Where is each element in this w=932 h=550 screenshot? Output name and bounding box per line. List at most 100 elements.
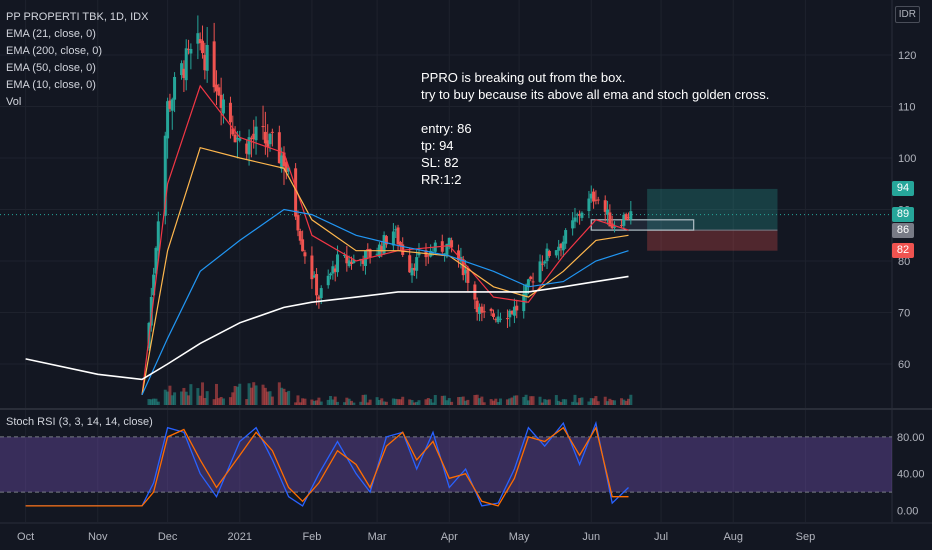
ema21-line	[141, 146, 629, 396]
volume-bar	[571, 401, 575, 405]
volume-bar	[524, 394, 528, 405]
candle-body	[268, 133, 272, 145]
candle-body	[610, 223, 614, 229]
volume-bar	[433, 395, 437, 405]
candle-body	[219, 94, 223, 108]
candle-body	[296, 215, 300, 231]
candle-body	[515, 305, 519, 311]
stoch-k-line	[25, 420, 629, 507]
volume-bar	[447, 398, 451, 405]
candle-body	[575, 214, 579, 216]
candle-body	[228, 102, 232, 123]
note-line: RR:1:2	[421, 172, 462, 187]
volume-bar	[426, 398, 430, 405]
volume-bar	[235, 386, 239, 405]
volume-bar	[557, 400, 561, 405]
candle-body	[270, 131, 274, 133]
stoch-rsi-label[interactable]: Stoch RSI (3, 3, 14, 14, close)	[6, 416, 153, 428]
ema50-line	[141, 208, 629, 396]
volume-bar	[221, 398, 225, 405]
x-tick-label: May	[509, 531, 530, 543]
indicator-vol-label[interactable]: Vol	[6, 96, 22, 108]
volume-bar	[505, 399, 509, 405]
candle-body	[394, 229, 398, 231]
indicator-ema21-label[interactable]: EMA (21, close, 0)	[6, 28, 96, 40]
currency-badge[interactable]: IDR	[894, 6, 920, 23]
volume-bar	[450, 401, 454, 405]
stoch-band-fill	[0, 436, 892, 493]
volume-bar	[620, 398, 624, 405]
volume-bar	[608, 398, 612, 405]
volume-bar	[559, 402, 563, 405]
candle-body	[529, 276, 533, 280]
volume-bar	[401, 396, 405, 405]
price-tag-last: 89	[892, 207, 914, 223]
volume-bar	[412, 402, 416, 405]
volume-bar	[459, 396, 463, 405]
volume-bar	[575, 402, 579, 405]
candle-body	[156, 221, 160, 251]
volume-bar	[233, 385, 237, 405]
note-line: try to buy because its above all ema and…	[421, 87, 770, 102]
candle-body	[561, 241, 565, 251]
volume-bar	[268, 391, 272, 405]
volume-bar	[182, 387, 186, 405]
volume-bar	[163, 389, 167, 405]
volume-bar	[482, 402, 486, 405]
candle-body	[608, 212, 612, 227]
candle-body	[310, 255, 314, 280]
volume-bar	[228, 397, 232, 405]
volume-bar	[287, 390, 291, 405]
volume-bar	[445, 400, 449, 405]
candle-body	[277, 132, 281, 164]
indicator-ema50-label[interactable]: EMA (50, close, 0)	[6, 62, 96, 74]
volume-bar	[398, 399, 402, 405]
volume-bar	[429, 399, 433, 405]
x-tick-label: Apr	[441, 531, 458, 543]
volume-bar	[603, 396, 607, 405]
candle-body	[361, 260, 365, 264]
price-tag-sl: 82	[892, 243, 914, 259]
volume-bar	[363, 394, 367, 405]
note-line: tp: 94	[421, 138, 454, 153]
candle-body	[603, 200, 607, 212]
candle-body	[592, 191, 596, 202]
candle-body	[245, 143, 249, 154]
volume-bar	[252, 382, 256, 405]
volume-bar	[366, 402, 370, 405]
volume-bar	[394, 398, 398, 405]
indicator-ema200-label[interactable]: EMA (200, close, 0)	[6, 45, 102, 57]
indicator-ema10-label[interactable]: EMA (10, close, 0)	[6, 79, 96, 91]
volume-bar	[384, 401, 388, 405]
volume-bar	[156, 401, 160, 405]
volume-bar	[554, 395, 558, 405]
candle-body	[201, 40, 205, 54]
y-tick-label: 60	[898, 359, 910, 371]
candle-body	[396, 227, 400, 245]
volume-bar	[205, 391, 209, 405]
candle-body	[627, 217, 630, 219]
volume-bar	[149, 399, 153, 405]
volume-bar	[231, 392, 235, 405]
volume-bar	[480, 396, 484, 405]
volume-bar	[168, 385, 172, 405]
candle-body	[203, 54, 207, 71]
volume-bar	[464, 400, 468, 405]
candle-body	[408, 255, 412, 273]
volume-bar	[347, 398, 351, 405]
candle-body	[375, 253, 379, 255]
candle-body	[315, 274, 319, 296]
volume-bar	[592, 398, 596, 405]
candle-body	[319, 288, 323, 299]
symbol-title[interactable]: PP PROPERTI TBK, 1D, IDX	[6, 11, 149, 23]
volume-bar	[573, 394, 577, 405]
candle-body	[266, 140, 270, 147]
volume-bar	[496, 402, 500, 405]
volume-bar	[494, 398, 498, 405]
candle-body	[343, 255, 347, 257]
volume-bar	[189, 384, 193, 405]
volume-bar	[491, 400, 495, 405]
volume-bar	[410, 400, 414, 405]
candle-body	[466, 268, 470, 283]
